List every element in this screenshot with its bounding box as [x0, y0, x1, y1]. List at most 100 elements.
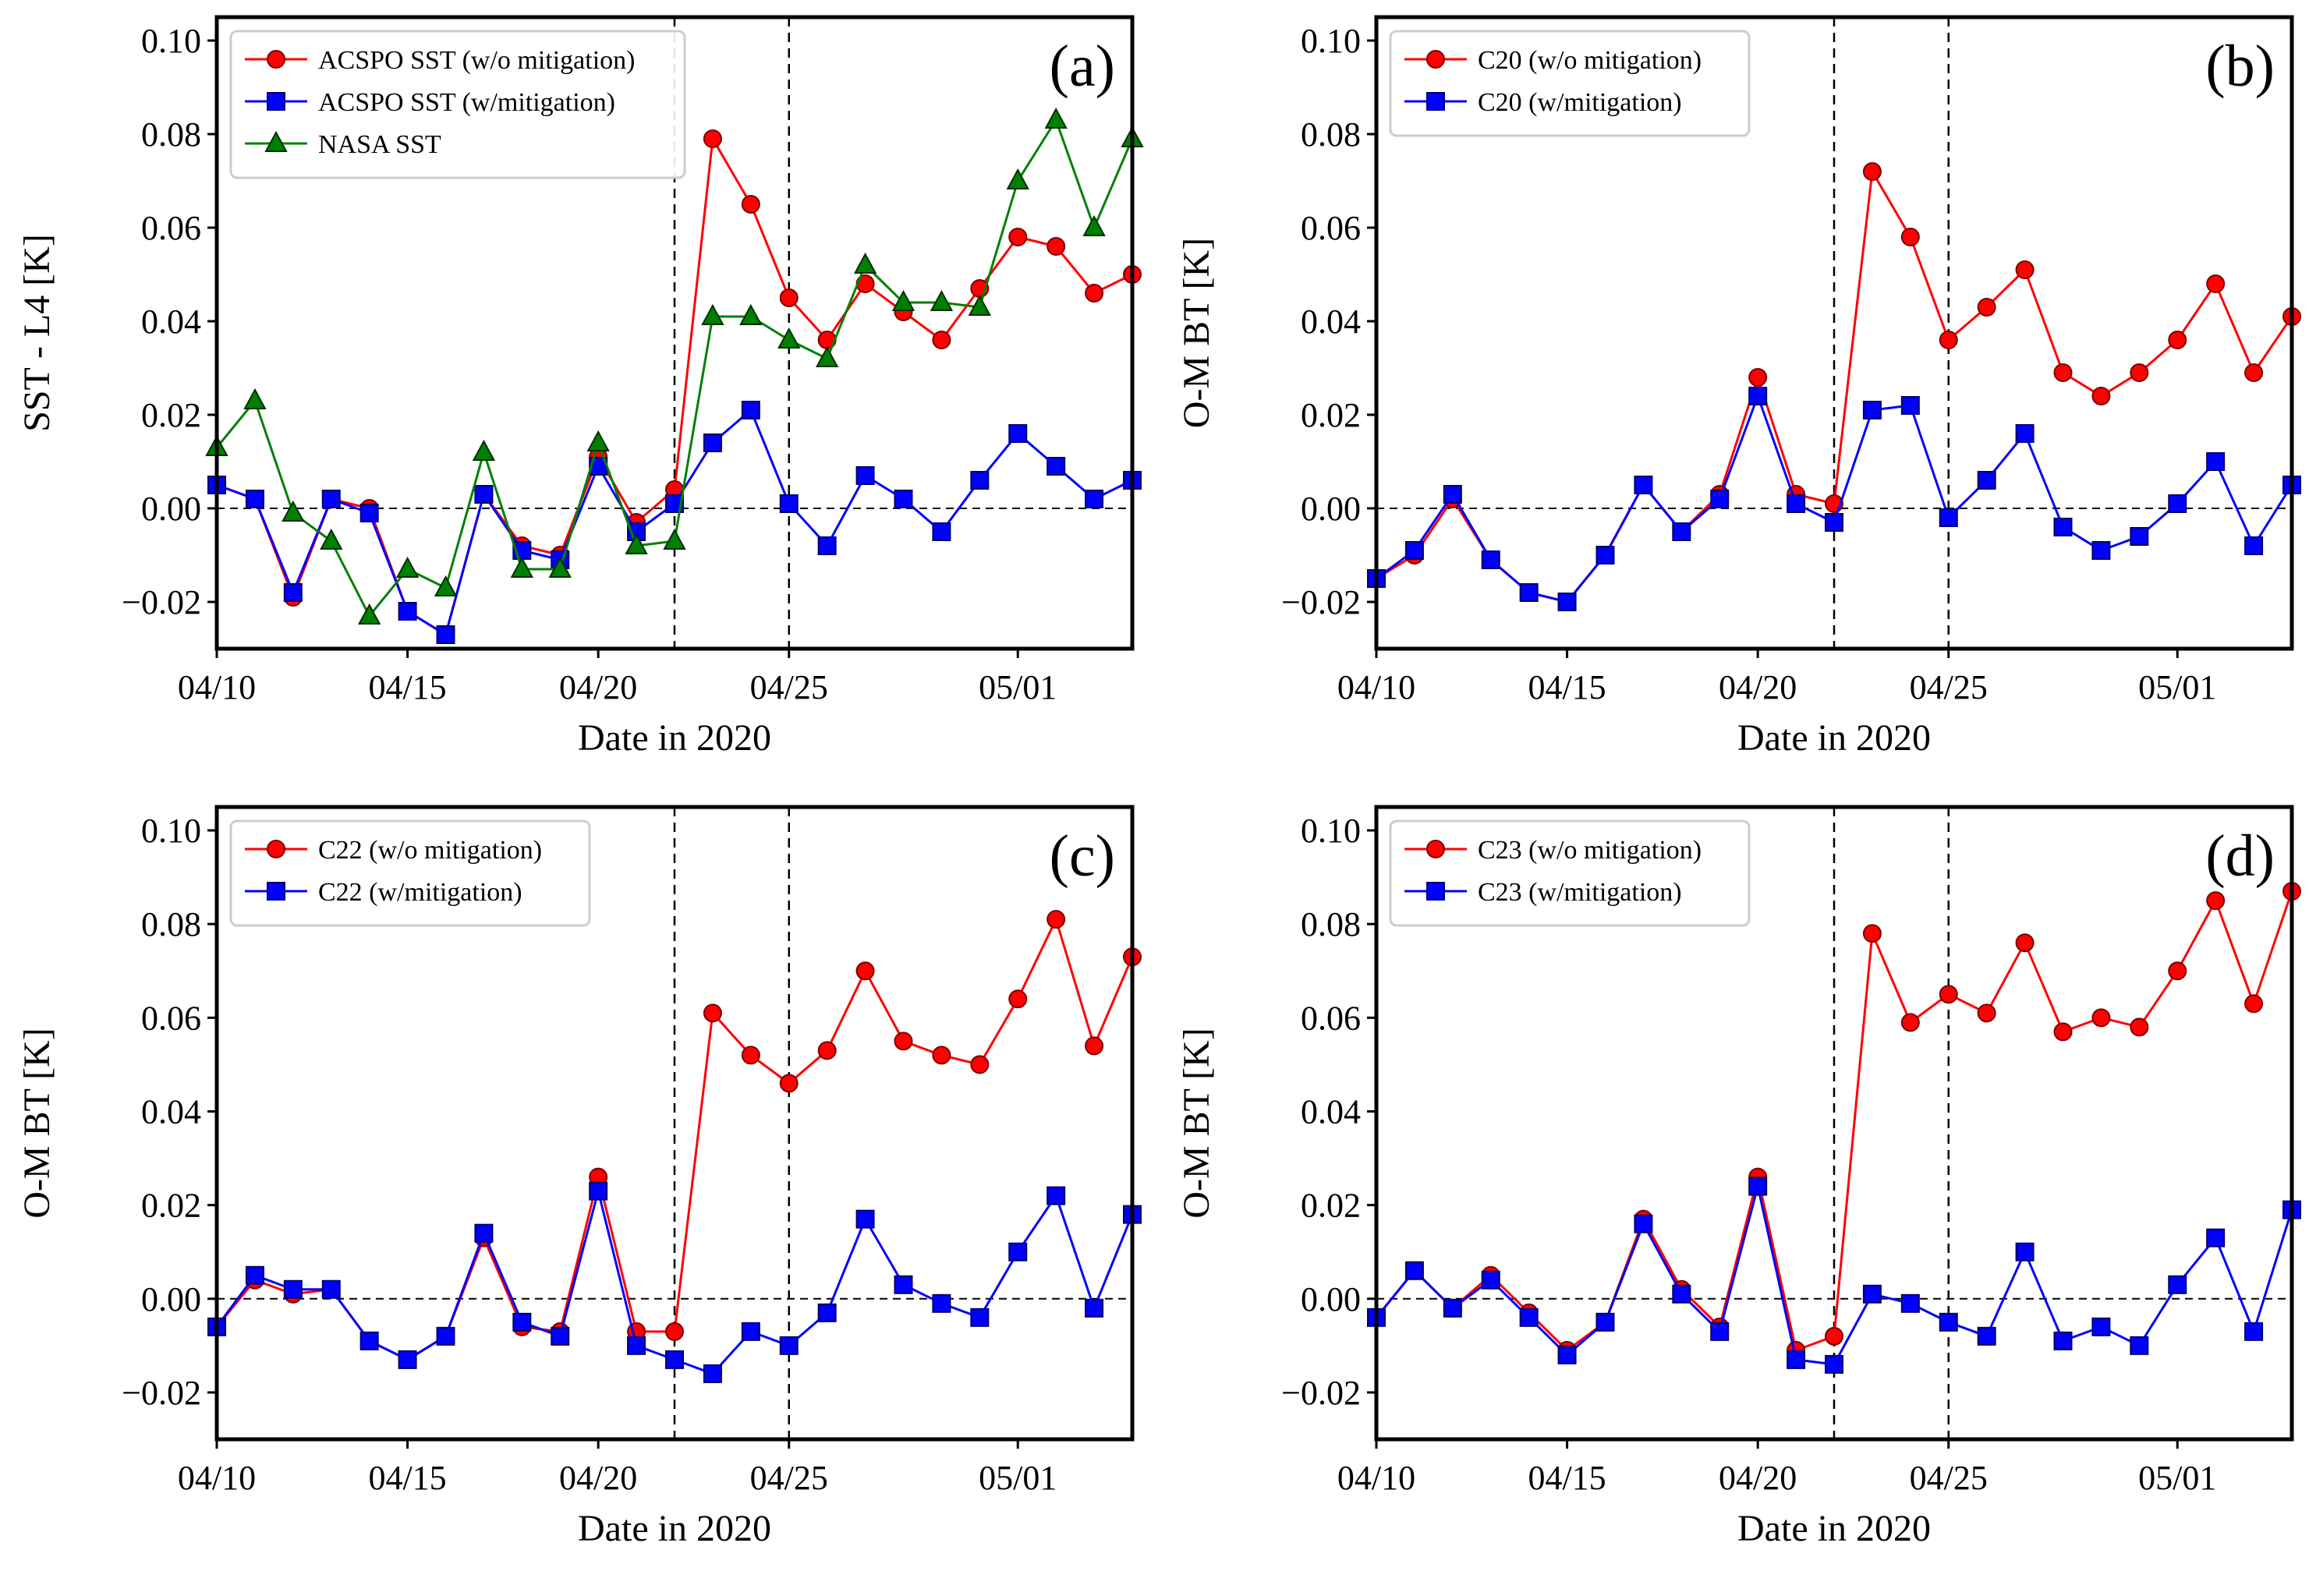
- data-point: [472, 439, 496, 461]
- data-point: [2053, 1022, 2073, 1042]
- data-point: [434, 575, 458, 596]
- y-tick-label: 0.02: [1301, 396, 1361, 434]
- data-point: [777, 327, 801, 349]
- data-point: [779, 1074, 799, 1093]
- x-tick-label: 04/25: [1910, 1459, 1988, 1497]
- data-point: [395, 556, 420, 578]
- data-point: [2053, 518, 2073, 536]
- data-point: [970, 1308, 990, 1327]
- x-tick-label: 04/20: [1719, 1459, 1797, 1497]
- data-point: [2168, 331, 2187, 349]
- axes-frame: [1374, 15, 2294, 651]
- x-tick-label: 05/01: [979, 668, 1057, 706]
- data-point: [779, 494, 799, 513]
- data-point: [2168, 1275, 2187, 1294]
- legend-label: C23 (w/o mitigation): [1478, 836, 1702, 865]
- data-point: [474, 1223, 494, 1243]
- data-point: [512, 1312, 532, 1332]
- x-tick-label: 04/10: [178, 668, 256, 706]
- legend-label: ACSPO SST (w/mitigation): [318, 88, 615, 117]
- data-point: [779, 288, 799, 307]
- x-tick-label: 04/10: [1337, 668, 1415, 706]
- data-point: [1939, 985, 1958, 1004]
- data-point: [1939, 508, 1958, 527]
- data-point: [2091, 387, 2111, 405]
- x-tick-label: 04/10: [1337, 1459, 1415, 1497]
- data-point: [627, 1336, 646, 1355]
- data-point: [1595, 546, 1615, 564]
- x-tick-label: 05/01: [2138, 668, 2216, 706]
- x-axis-label: Date in 2020: [578, 1508, 771, 1549]
- data-point: [779, 1336, 799, 1355]
- data-point: [2168, 961, 2187, 981]
- data-point: [1634, 476, 1653, 494]
- data-point: [398, 602, 417, 621]
- data-point: [320, 528, 343, 550]
- legend: ACSPO SST (w/o mitigation) ACSPO SST (w/m…: [229, 30, 686, 179]
- data-point: [855, 1209, 875, 1229]
- data-point: [2015, 1242, 2035, 1262]
- data-point: [2206, 452, 2226, 471]
- legend-marker: [264, 130, 288, 152]
- x-tick-label: 04/20: [559, 668, 637, 706]
- data-point: [321, 490, 341, 508]
- y-axis-label: O-M BT [K]: [1176, 1028, 1217, 1218]
- y-tick-label: 0.08: [141, 115, 201, 154]
- panel-c: −0.02 0.00 0.02 0.04 0.06 0.08 0.10 04/10 04/15 0…: [16, 805, 1142, 1549]
- panel-a: −0.02 0.00 0.02 0.04 0.06 0.08 0.10 04/10 04/15 0…: [16, 15, 1144, 759]
- data-point: [398, 1350, 417, 1369]
- data-point: [1557, 593, 1577, 611]
- legend-box: [229, 30, 686, 179]
- data-point: [1939, 1312, 1958, 1332]
- y-tick-label: 0.00: [141, 490, 201, 528]
- data-point: [2244, 363, 2264, 382]
- data-point: [1748, 387, 1768, 405]
- y-tick-label: 0.10: [141, 812, 201, 850]
- data-point: [282, 500, 305, 522]
- data-point: [1085, 1036, 1104, 1056]
- data-point: [1900, 1293, 1920, 1313]
- data-point: [2091, 1317, 2111, 1336]
- x-tick-label: 04/15: [1528, 668, 1606, 706]
- data-point: [474, 485, 494, 504]
- data-point: [1481, 550, 1500, 569]
- y-tick-label: −0.02: [1281, 1374, 1361, 1412]
- data-point: [1977, 1003, 1996, 1023]
- legend-label: C20 (w/mitigation): [1478, 88, 1682, 117]
- y-tick-label: −0.02: [122, 583, 201, 621]
- data-point: [1787, 1350, 1806, 1369]
- data-point: [1862, 162, 1882, 181]
- data-point: [703, 1364, 722, 1383]
- data-point: [2130, 1017, 2149, 1037]
- data-point: [741, 1046, 760, 1065]
- y-tick-label: 0.10: [1301, 812, 1361, 850]
- data-point: [1825, 1354, 1843, 1374]
- data-point: [1634, 1214, 1653, 1233]
- panel-d: −0.02 0.00 0.02 0.04 0.06 0.08 0.10 04/10 04/15 0…: [1176, 805, 2301, 1549]
- x-tick-label: 04/25: [750, 668, 828, 706]
- legend-marker: [267, 882, 285, 901]
- legend-box: [229, 819, 591, 927]
- x-axis-label: Date in 2020: [1737, 1508, 1931, 1549]
- data-point: [2091, 1008, 2111, 1028]
- data-point: [891, 289, 915, 311]
- data-point: [817, 536, 837, 555]
- data-point: [932, 1046, 951, 1065]
- data-point: [1008, 989, 1028, 1009]
- data-point: [2015, 260, 2035, 279]
- y-tick-label: 0.04: [1301, 1092, 1361, 1131]
- legend: C20 (w/o mitigation) C20 (w/mitigation): [1389, 30, 1751, 137]
- data-point: [1006, 168, 1029, 189]
- data-point: [1046, 457, 1066, 476]
- x-tick-label: 04/10: [178, 1459, 256, 1497]
- x-tick-label: 04/15: [1528, 1459, 1606, 1497]
- data-point: [741, 1322, 760, 1341]
- data-point: [357, 603, 381, 625]
- x-tick-label: 04/15: [368, 668, 446, 706]
- x-tick-label: 04/20: [1719, 668, 1797, 706]
- data-point: [2130, 1336, 2149, 1355]
- data-point: [741, 195, 760, 214]
- data-point: [1862, 401, 1882, 419]
- data-point: [359, 1331, 379, 1350]
- data-point: [245, 1265, 264, 1285]
